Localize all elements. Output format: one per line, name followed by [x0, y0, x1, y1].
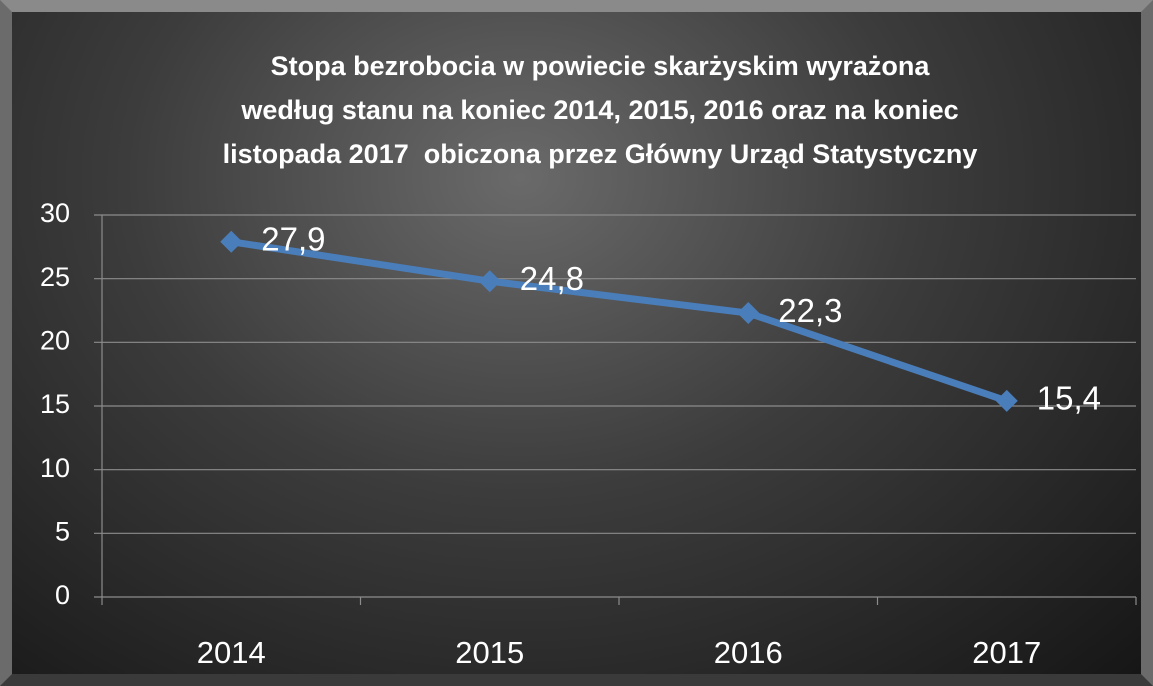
data-point	[220, 230, 243, 253]
data-point	[478, 270, 501, 293]
data-point	[995, 389, 1018, 412]
data-label: 27,9	[261, 220, 325, 257]
chart-title: Stopa bezrobocia w powiecie skarżyskim w…	[222, 51, 978, 169]
x-tick-label: 2014	[197, 635, 266, 670]
series-line	[230, 238, 1008, 405]
data-label: 22,3	[778, 292, 842, 329]
y-tick-label: 10	[40, 453, 70, 483]
y-tick-label: 15	[40, 389, 70, 419]
data-label: 15,4	[1037, 380, 1101, 417]
data-label: 24,8	[520, 260, 584, 297]
x-tick-label: 2017	[972, 635, 1041, 670]
x-tick-label: 2016	[714, 635, 783, 670]
x-tick-label: 2015	[455, 635, 524, 670]
y-tick-label: 5	[55, 516, 70, 546]
data-point	[737, 302, 760, 325]
y-tick-label: 25	[40, 262, 70, 292]
y-tick-label: 20	[40, 325, 70, 355]
y-tick-label: 30	[40, 198, 70, 228]
y-tick-label: 0	[55, 580, 70, 610]
